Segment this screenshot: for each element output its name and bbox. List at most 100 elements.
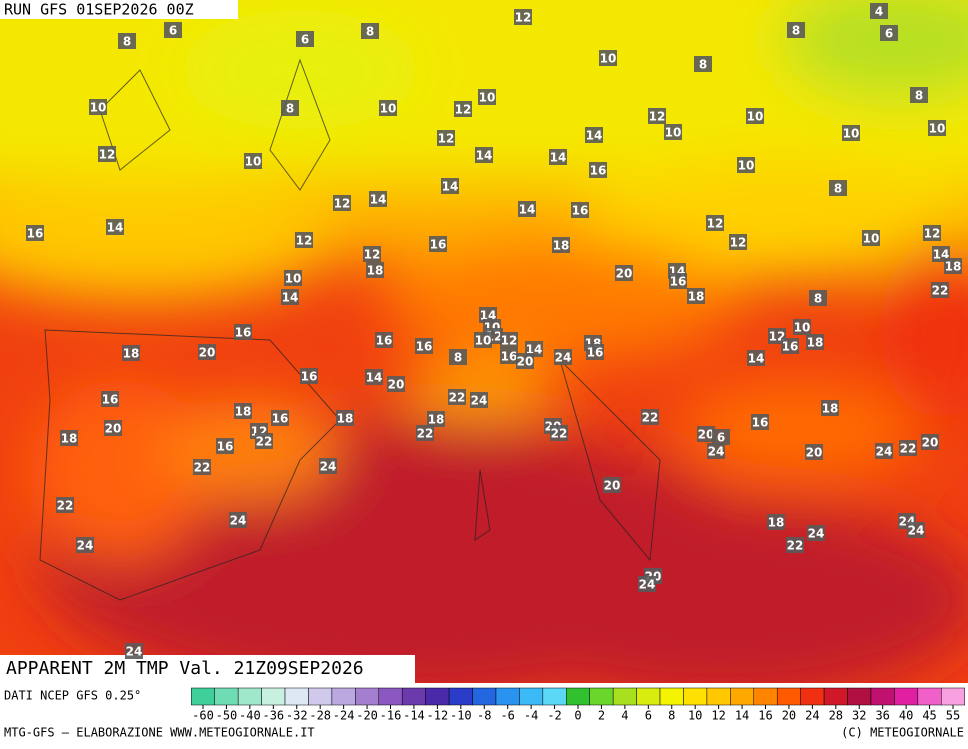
label-box [697,426,715,442]
color-swatch [941,687,965,706]
label-box [56,497,74,513]
temperature-label: 10 [245,155,262,169]
label-box [76,537,94,553]
run-label: RUN GFS 01SEP2026 00Z [4,1,194,19]
label-box [375,332,393,348]
label-box [781,338,799,354]
temperature-label: 14 [586,129,603,143]
tick-label: 55 [946,709,960,723]
temperature-label: 24 [320,460,337,474]
temperature-label: 16 [416,340,433,354]
color-swatch [401,687,426,706]
label-box [910,87,928,103]
field-label: APPARENT 2M TMP Val. 21Z09SEP2026 [6,658,364,679]
tick-label: 4 [621,709,628,723]
temperature-label: 20 [698,428,715,442]
color-swatch [589,687,614,706]
temperature-label: 22 [57,499,74,513]
label-box [284,270,302,286]
label-box [599,50,617,66]
label-box [899,440,917,456]
label-box [806,334,824,350]
label-box [296,31,314,47]
label-box [641,409,659,425]
label-box [809,290,827,306]
color-swatch [847,687,872,706]
label-box [615,265,633,281]
temperature-label: 20 [388,378,405,392]
label-box [807,525,825,541]
tick-label: -36 [262,709,284,723]
temperature-label: 12 [364,248,381,262]
temperature-field [0,0,968,683]
label-box [669,273,687,289]
tick-label: 16 [758,709,772,723]
temperature-label: 8 [123,35,131,49]
temperature-label: 20 [806,446,823,460]
label-box [550,425,568,441]
temperature-label: 12 [924,227,941,241]
temperature-label: 22 [900,442,917,456]
tick-label: -12 [427,709,449,723]
temperature-label: 14 [442,180,459,194]
label-box [603,477,621,493]
color-swatch [448,687,473,706]
tick-label: 32 [852,709,866,723]
source-label: DATI NCEP GFS 0.25° [4,689,141,703]
temperature-label: 24 [126,645,143,659]
temperature-label: 16 [376,334,393,348]
field-box [0,655,415,683]
label-box [474,332,492,348]
tick-label: 20 [782,709,796,723]
label-box [787,22,805,38]
temperature-label: 10 [285,272,302,286]
temperature-label: 16 [670,275,687,289]
temperature-label: 22 [194,461,211,475]
temperature-label: 18 [235,405,252,419]
color-swatch [355,687,380,706]
temperature-label: 18 [945,260,962,274]
label-box [746,108,764,124]
temperature-label: 16 [217,440,234,454]
temperature-label: 12 [99,148,116,162]
temperature-label: 8 [834,182,842,196]
temperature-label: 24 [555,351,572,365]
label-box [729,234,747,250]
label-box [786,537,804,553]
label-box [793,319,811,335]
tick-label: -60 [192,709,214,723]
label-box [589,162,607,178]
temperature-label: 10 [479,91,496,105]
color-swatch [308,687,333,706]
label-box [907,522,925,538]
label-box [363,246,381,262]
copyright-label: (C) METEOGIORNALE [841,726,964,740]
temperature-label: 20 [616,267,633,281]
label-box [118,33,136,49]
label-box [89,99,107,115]
label-box [437,130,455,146]
temperature-label: 8 [915,89,923,103]
temperature-label: 10 [863,232,880,246]
temperature-label: 22 [417,427,434,441]
tick-label: -2 [547,709,561,723]
label-box [193,459,211,475]
temperature-label: 20 [517,355,534,369]
tick-label: 24 [805,709,819,723]
label-box [104,420,122,436]
temperature-label: 20 [199,346,216,360]
label-box [944,258,962,274]
color-swatch [683,687,708,706]
label-box [707,443,725,459]
label-box [369,191,387,207]
tick-label: -6 [500,709,514,723]
temperature-label: 16 [501,350,518,364]
label-box [366,262,384,278]
label-box [842,125,860,141]
temperature-label: 10 [90,101,107,115]
temperature-label: 22 [449,391,466,405]
label-box [478,89,496,105]
color-swatch [378,687,403,706]
tick-label: -14 [403,709,425,723]
